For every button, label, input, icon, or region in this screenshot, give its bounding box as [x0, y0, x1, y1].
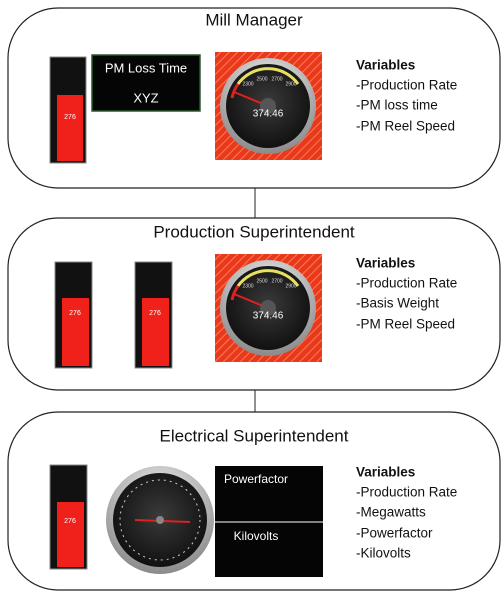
dial-tick: 2500 — [256, 278, 267, 284]
variable: -Kilovolts — [356, 546, 411, 561]
variables-heading: Variables — [356, 256, 415, 271]
dial-tick: 2900 — [285, 283, 296, 289]
bar-gauge: 276 — [54, 261, 93, 369]
gauge-value: 276 — [69, 310, 81, 317]
box-title: PM Loss Time — [105, 60, 187, 75]
dial-tick: 2900 — [285, 81, 296, 87]
dial-value: 374.46 — [253, 109, 284, 120]
variables-heading: Variables — [356, 58, 415, 73]
gauge-value: 276 — [64, 114, 76, 121]
bar-gauge: 276 — [49, 464, 88, 570]
dial-tick: 2700 — [271, 278, 282, 284]
variables-heading: Variables — [356, 465, 415, 480]
dial-tick: 2700 — [271, 76, 282, 82]
gauge-value: 276 — [64, 518, 76, 525]
gauge-value: 276 — [149, 310, 161, 317]
bar-gauge: 276 — [49, 56, 87, 164]
panel: Mill Manager 276 PM Loss Time XYZ 2300 2… — [7, 7, 501, 189]
box-value: XYZ — [133, 90, 158, 105]
variable: -PM loss time — [356, 98, 438, 113]
variable: -Megawatts — [356, 505, 426, 520]
bar-gauge: 276 — [134, 261, 173, 369]
box-title: Powerfactor — [224, 472, 288, 486]
dial: 2300 2500 2700 2900 374.46 — [215, 254, 322, 362]
dial-tick: 2500 — [256, 76, 267, 82]
panel-title: Mill Manager — [205, 10, 303, 29]
dial: 2300 2500 2700 2900 374.46 — [215, 52, 322, 160]
variable: -Powerfactor — [356, 526, 433, 541]
loss-box: PM Loss Time XYZ — [91, 54, 201, 112]
panel: Electrical Superintendent 276 Powerfacto… — [7, 411, 501, 591]
dial-tick: 2300 — [242, 283, 253, 289]
speedometer — [106, 466, 214, 574]
panel-title: Electrical Superintendent — [159, 426, 348, 445]
variable: -Basis Weight — [356, 296, 439, 311]
variable: -Production Rate — [356, 485, 457, 500]
panel: Production Superintendent 276 276 2300 2… — [7, 217, 501, 391]
variable: -Production Rate — [356, 276, 457, 291]
variable: -PM Reel Speed — [356, 317, 455, 332]
dial-value: 374.46 — [253, 311, 284, 322]
box-title: Kilovolts — [234, 529, 279, 543]
info-boxes: Powerfactor Kilovolts — [215, 466, 323, 577]
variable: -Production Rate — [356, 78, 457, 93]
panel-title: Production Superintendent — [153, 222, 355, 241]
variable: -PM Reel Speed — [356, 119, 455, 134]
dial-tick: 2300 — [242, 81, 253, 87]
